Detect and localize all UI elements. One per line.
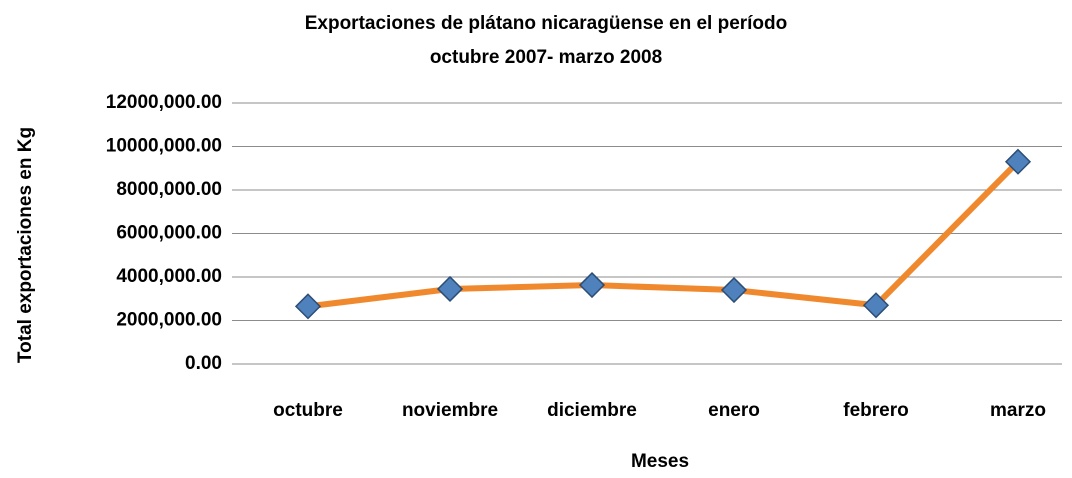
marker [862,292,890,319]
chart-title: Exportaciones de plátano nicaragüense en… [305,13,788,34]
y-axis-label: Total exportaciones en Kg [15,127,36,363]
marker [578,271,606,299]
x-tick-label: marzo [990,400,1046,421]
x-axis-label: Meses [631,451,689,472]
line [305,158,1021,310]
y-tick-label: 12000,000.00 [106,92,222,113]
x-tick-label: octubre [273,400,343,421]
chart-title: octubre 2007- marzo 2008 [430,47,662,68]
y-tick-label: 10000,000.00 [106,136,222,157]
x-tick-label: noviembre [402,400,498,421]
y-tick-label: 2000,000.00 [116,310,222,331]
marker [294,293,322,320]
y-tick-label: 6000,000.00 [116,223,222,244]
y-tick-label: 8000,000.00 [116,179,222,200]
y-tick-label: 4000,000.00 [116,266,222,287]
x-tick-label: febrero [843,400,908,421]
marker [1004,148,1032,175]
x-tick-label: diciembre [547,400,637,421]
marker [720,276,748,304]
marker [436,275,464,303]
x-tick-label: enero [708,400,760,421]
y-tick-label: 0.00 [185,353,222,374]
